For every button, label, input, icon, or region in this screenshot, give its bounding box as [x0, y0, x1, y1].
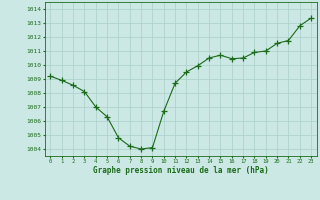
X-axis label: Graphe pression niveau de la mer (hPa): Graphe pression niveau de la mer (hPa)	[93, 166, 269, 175]
